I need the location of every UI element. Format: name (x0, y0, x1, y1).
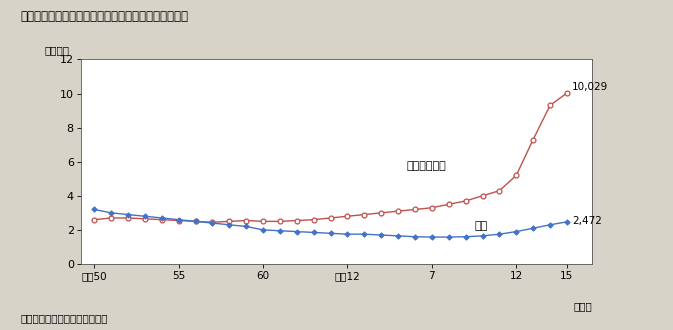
Text: 10,029: 10,029 (572, 82, 608, 92)
Text: （年）: （年） (573, 301, 592, 311)
Text: （千件）: （千件） (45, 45, 70, 55)
Text: 強妦: 強妦 (474, 221, 487, 231)
Text: 強制わいせつ: 強制わいせつ (406, 160, 446, 171)
Text: 第１－５－７図　強妦，強制わいせつ認知件数の推移: 第１－５－７図 強妦，強制わいせつ認知件数の推移 (20, 10, 188, 23)
Text: 2,472: 2,472 (572, 215, 602, 225)
Text: （備考）警察庁資料より作成。: （備考）警察庁資料より作成。 (20, 314, 108, 323)
